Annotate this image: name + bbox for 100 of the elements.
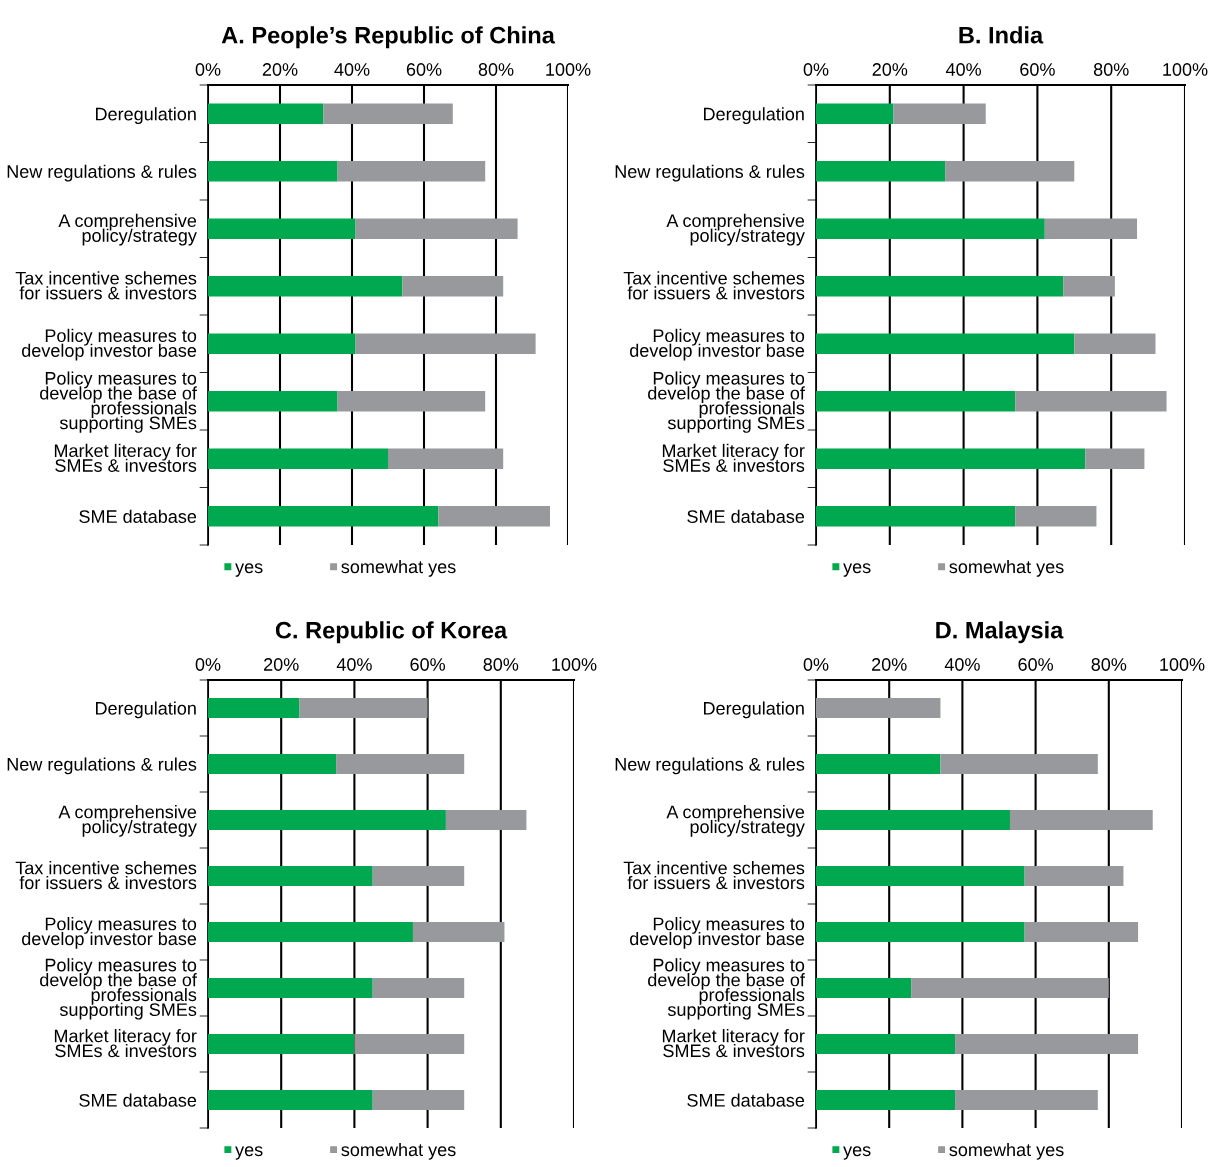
x-tick-label: 0% <box>803 63 829 76</box>
bar <box>299 697 428 719</box>
bar <box>208 218 356 240</box>
bar <box>1015 505 1097 527</box>
bar <box>208 275 403 297</box>
bar <box>438 505 550 527</box>
y-tick-label: Market literacy for SMEs & investors <box>54 1029 197 1058</box>
y-tick-label: A comprehensive policy/strategy <box>666 805 805 837</box>
bar <box>208 977 373 999</box>
chart-title: B. India <box>959 26 1044 44</box>
bar <box>816 505 1016 527</box>
bar <box>412 921 505 943</box>
legend-label: yes <box>235 563 263 577</box>
y-tick-label: SME database <box>687 509 805 523</box>
bar <box>208 1033 355 1055</box>
bar <box>816 333 1075 355</box>
bar <box>816 809 1010 831</box>
bar <box>945 160 1075 182</box>
x-tick-label: 100% <box>546 63 591 76</box>
bar <box>388 448 504 470</box>
x-tick-label: 60% <box>406 63 442 76</box>
bar <box>372 1089 465 1111</box>
y-tick-label: New regulations & rules <box>7 757 197 775</box>
x-tick-label: 100% <box>1160 658 1205 671</box>
chart-title: D. Malaysia <box>936 621 1064 644</box>
bar <box>1044 218 1138 240</box>
bar <box>955 1033 1139 1055</box>
bar <box>816 753 941 775</box>
y-tick-label: Market literacy for SMEs & investors <box>54 443 197 472</box>
y-tick-label: Policy measures to develop investor base <box>22 328 197 361</box>
y-tick-label: Policy measures to develop investor base <box>22 917 197 949</box>
x-tick-label: 20% <box>264 658 299 671</box>
x-tick-label: 40% <box>336 658 372 671</box>
bar <box>816 865 1025 887</box>
y-tick-label: Tax incentive schemes for issuers & investors <box>15 271 197 300</box>
legend-label: somewhat yes <box>341 1142 456 1160</box>
bar <box>208 1089 373 1111</box>
y-tick-label: New regulations & rules <box>7 164 197 182</box>
legend-label: somewhat yes <box>341 559 456 577</box>
bar <box>816 103 894 125</box>
chart-title: A. People’s Republic of China <box>221 26 555 49</box>
bar <box>816 160 946 182</box>
x-tick-label: 0% <box>195 658 221 671</box>
bar <box>816 448 1086 470</box>
bar <box>1024 921 1139 943</box>
y-tick-label: New regulations & rules <box>615 164 805 182</box>
bar <box>208 448 388 470</box>
x-tick-label: 40% <box>334 63 370 76</box>
bar <box>208 865 373 887</box>
y-tick-label: Policy measures to develop the base of professionals supporting SMEs <box>648 958 805 1020</box>
y-tick-label: Tax incentive schemes for issuers & investors <box>15 861 197 890</box>
bar <box>354 1033 465 1055</box>
y-tick-label: Tax incentive schemes for issuers & investors <box>623 271 805 300</box>
bar <box>372 977 465 999</box>
x-tick-label: 0% <box>803 658 829 671</box>
bar <box>816 1089 956 1111</box>
bar <box>1015 390 1167 412</box>
bar <box>911 977 1109 999</box>
y-tick-label: Deregulation <box>703 107 804 125</box>
x-tick-label: 80% <box>483 658 519 671</box>
y-tick-label: Policy measures to develop the base of professionals supporting SMEs <box>40 371 197 433</box>
bar <box>355 218 518 240</box>
bar <box>816 921 1025 943</box>
bar <box>372 865 465 887</box>
bar <box>816 218 1045 240</box>
bar <box>955 1089 1098 1111</box>
bar <box>402 275 504 297</box>
y-tick-label: SME database <box>79 509 197 523</box>
x-tick-label: 40% <box>945 63 982 76</box>
bar <box>208 753 337 775</box>
legend-label: yes <box>843 1146 871 1160</box>
x-tick-label: 80% <box>1093 63 1129 76</box>
y-tick-label: A comprehensive policy/strategy <box>58 213 197 246</box>
y-tick-label: New regulations & rules <box>615 757 805 775</box>
y-tick-label: Tax incentive schemes for issuers & investors <box>623 861 805 890</box>
bar <box>1074 333 1156 355</box>
bar <box>816 697 941 719</box>
y-tick-label: SME database <box>687 1093 805 1107</box>
bar <box>816 390 1016 412</box>
bar <box>337 160 486 182</box>
bar <box>355 333 536 355</box>
bar <box>893 103 986 125</box>
x-tick-label: 100% <box>552 658 597 671</box>
bar <box>445 809 527 831</box>
legend-label: somewhat yes <box>949 1142 1064 1160</box>
bar <box>940 753 1098 775</box>
y-tick-label: Deregulation <box>703 701 804 719</box>
y-tick-label: SME database <box>79 1093 197 1107</box>
bar <box>208 103 324 125</box>
x-tick-label: 80% <box>478 63 514 76</box>
y-tick-label: Policy measures to develop investor base <box>630 328 805 361</box>
bar <box>208 921 413 943</box>
y-tick-label: A comprehensive policy/strategy <box>58 805 197 837</box>
bar <box>336 753 465 775</box>
chart-title: C. Republic of Korea <box>275 621 508 644</box>
x-tick-label: 20% <box>262 63 298 76</box>
bar <box>1063 275 1115 297</box>
x-tick-label: 0% <box>195 63 221 76</box>
x-tick-label: 100% <box>1163 63 1208 76</box>
x-tick-label: 20% <box>872 658 907 671</box>
